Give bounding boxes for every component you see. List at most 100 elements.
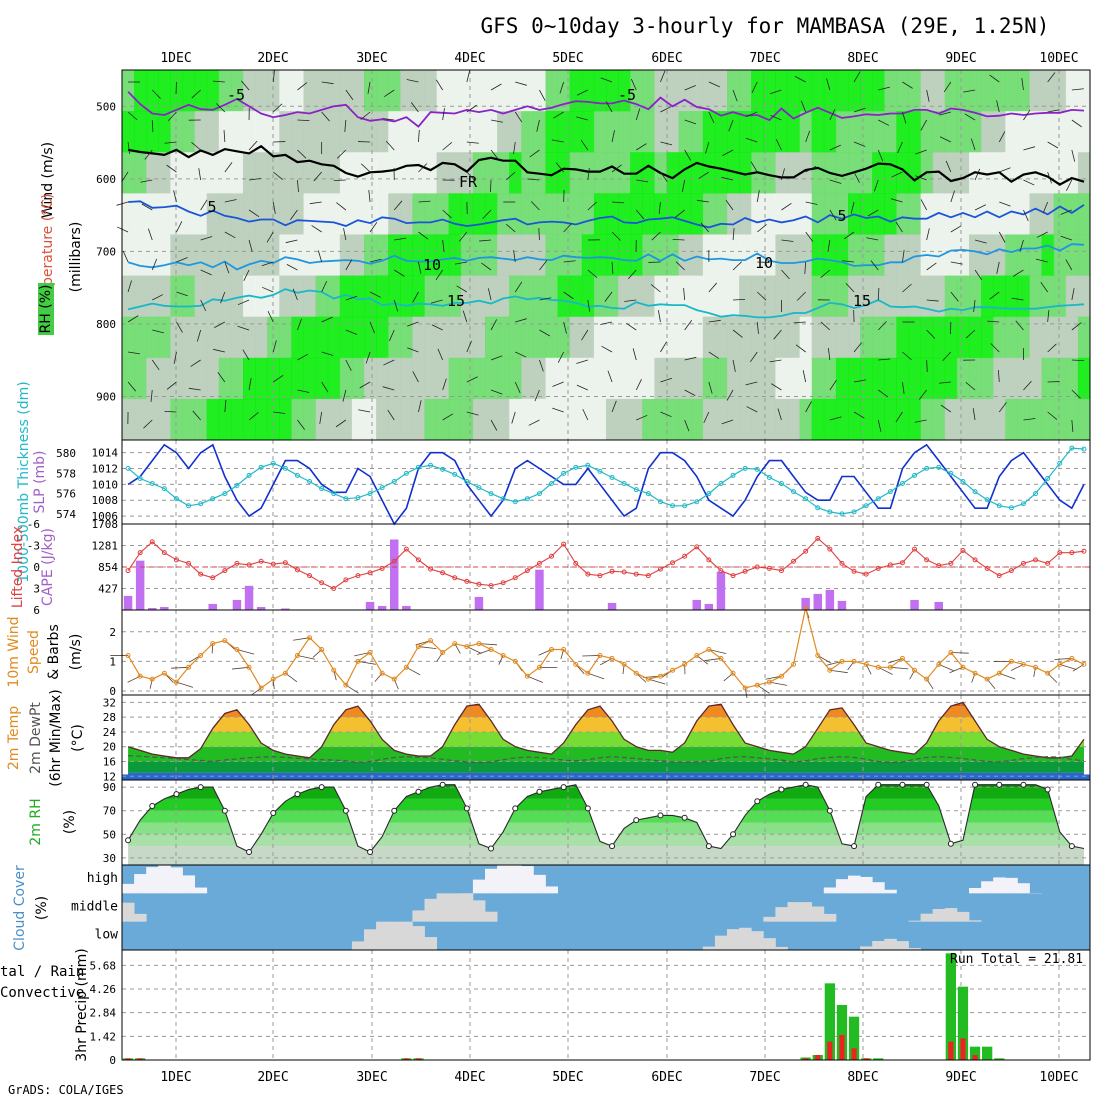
rh-point [488,845,495,852]
wind-barb [973,299,976,312]
wind-barb [190,359,201,367]
wind-barb [970,138,976,151]
wind-barb [412,291,419,303]
rh-shade-cell [315,193,329,235]
rh-shade-cell [872,234,885,277]
rh-shade-cell [666,193,680,235]
wind-barb [367,81,371,94]
rh-shade-cell [690,357,704,400]
rh-shade-cell [424,398,438,441]
rh-shade-cell [956,111,970,153]
rh-shade-cell [654,193,667,235]
wind-barb [290,209,298,220]
rh-shade-cell [170,70,183,112]
wind-barb [576,359,588,364]
wind-barb [176,681,194,688]
cloud-cell [388,921,401,950]
rh-shade-cell [618,111,631,153]
wind-speed-point [440,650,446,655]
rh-shade-cell [727,357,740,400]
wind-barb [611,400,617,413]
wind-barb [732,228,735,241]
rh-shade-cell [944,234,958,277]
rh-shade-cell [799,316,813,359]
wind-speed-point [149,676,155,682]
rh-shade-cell [146,152,159,194]
rh-shade-cell [1017,152,1030,194]
rh-shade-cell [860,234,873,277]
wind-barb [369,321,375,334]
rh-shade-cell [884,275,897,318]
rh-shade-cell [134,275,147,318]
rh-shade-cell [920,398,934,441]
rh-shade-cell [666,70,680,112]
y-tick-label: 0 [109,685,116,698]
wind-barb [902,381,905,394]
rh-shade-cell [714,357,728,400]
cloud-cell [811,906,825,922]
rh-shade-cell [557,357,571,400]
rh-point [246,849,253,856]
rh-shade-cell [872,316,885,359]
rh-shade-cell [944,398,958,441]
y-tick-right: 1006 [92,510,119,523]
rh-shade-cell [654,398,667,441]
wind-barb [1035,258,1048,263]
rh-shade-cell [255,70,268,112]
thickness-point [657,499,663,505]
wind-barb [514,381,521,394]
wind-barb [950,190,955,203]
thickness-point [1057,460,1063,466]
wind-barb [431,324,443,331]
temp-base-band [122,774,1090,780]
y-tick-right: 1012 [92,463,119,476]
wind-barb [587,201,598,211]
cloud-cell [448,893,462,922]
wind-speed-point [355,658,361,664]
rh-shade-cell [932,193,946,235]
rh-shade-cell [557,193,571,235]
wind-speed-line [127,607,1085,689]
wind-barb [442,413,454,421]
wind-barb [539,359,544,372]
axis-label-cloudpct: (%) [34,896,50,920]
rh-shade-cell [218,357,232,400]
wind-barb [191,89,201,99]
rh-shade-cell [182,152,196,194]
rh-shade-cell [860,357,873,400]
wind-barb [482,209,492,219]
rh-shade-cell [279,234,292,277]
thickness-point [899,481,905,487]
thickness-point [1081,446,1087,452]
rh-shade-cell [896,234,909,277]
cape-bar [474,596,484,610]
rh-shade-cell [122,275,135,318]
rh-shade-cell [739,152,752,194]
lifted-index-point [512,575,518,581]
wind-speed-point [428,638,434,644]
rh-shade-cell [122,357,135,400]
rh-shade-cell [351,234,365,277]
rh-shade-cell [412,193,425,235]
cloud-cell [848,875,861,894]
thickness-point [137,475,143,481]
rh-shade-cell [255,193,268,235]
axis-label-slp: SLP (mb) [32,450,48,513]
rh-shade-cell [279,111,292,153]
rh-shade-cell [993,316,1006,359]
day-label-top: 5DEC [552,51,583,66]
rh-shade-cell [1053,357,1067,400]
rh-shade-cell [351,193,365,235]
wind-barb [490,419,498,431]
rh-shade-cell [1005,70,1018,112]
rh-shade-cell [533,316,546,359]
rh-shade-cell [497,316,510,359]
rh-shade-cell [436,111,450,153]
rh-shade-cell [981,398,994,441]
rh-shade-cell [630,193,643,235]
wind-barb [1023,209,1029,222]
precip-total-bar [824,983,835,1060]
wind-barb [605,101,613,113]
rh-shade-cell [908,70,922,112]
rh-shade-cell [315,275,329,318]
